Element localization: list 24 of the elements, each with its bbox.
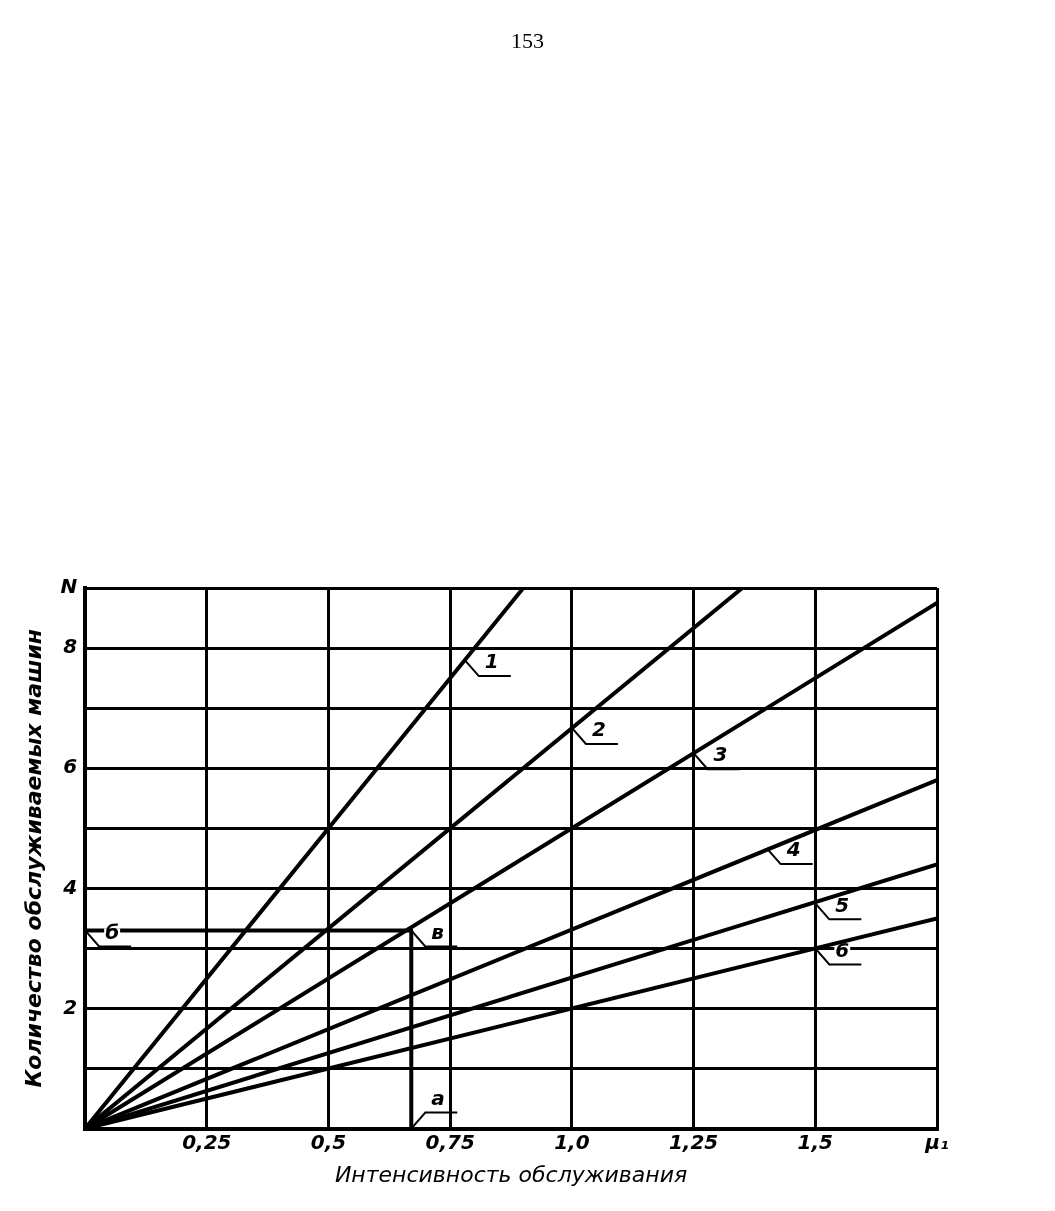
- x-tick-label: 0,75: [425, 1129, 475, 1154]
- x-tick-label: 0,5: [310, 1129, 347, 1154]
- x-axis-title: Интенсивность обслуживания: [334, 1161, 688, 1187]
- annotation: 6: [835, 937, 850, 962]
- x-tick-label: 1,0: [554, 1129, 590, 1154]
- y-tick-label: N: [60, 574, 78, 599]
- annotation: б: [105, 919, 120, 944]
- annotation: а: [431, 1085, 445, 1110]
- y-tick-label: 2: [63, 994, 78, 1019]
- annotation: 4: [785, 837, 801, 862]
- y-tick-label: 4: [62, 874, 78, 899]
- x-tick-label: 0,25: [182, 1129, 232, 1154]
- x-tick-label: 1,5: [797, 1129, 834, 1154]
- annotation: 2: [591, 717, 606, 742]
- annotation: 5: [835, 892, 850, 917]
- y-tick-label: 6: [63, 754, 78, 779]
- y-axis-title: Количество обслуживаемых машин: [20, 628, 46, 1088]
- annotation: 1: [484, 649, 499, 674]
- annotation: в: [431, 919, 444, 944]
- y-tick-label: 8: [63, 634, 78, 659]
- text: 153: [510, 28, 545, 54]
- x-tick-label: 1,25: [668, 1129, 719, 1154]
- x-tick-label: μ₁: [924, 1129, 949, 1154]
- annotation: 3: [713, 742, 728, 767]
